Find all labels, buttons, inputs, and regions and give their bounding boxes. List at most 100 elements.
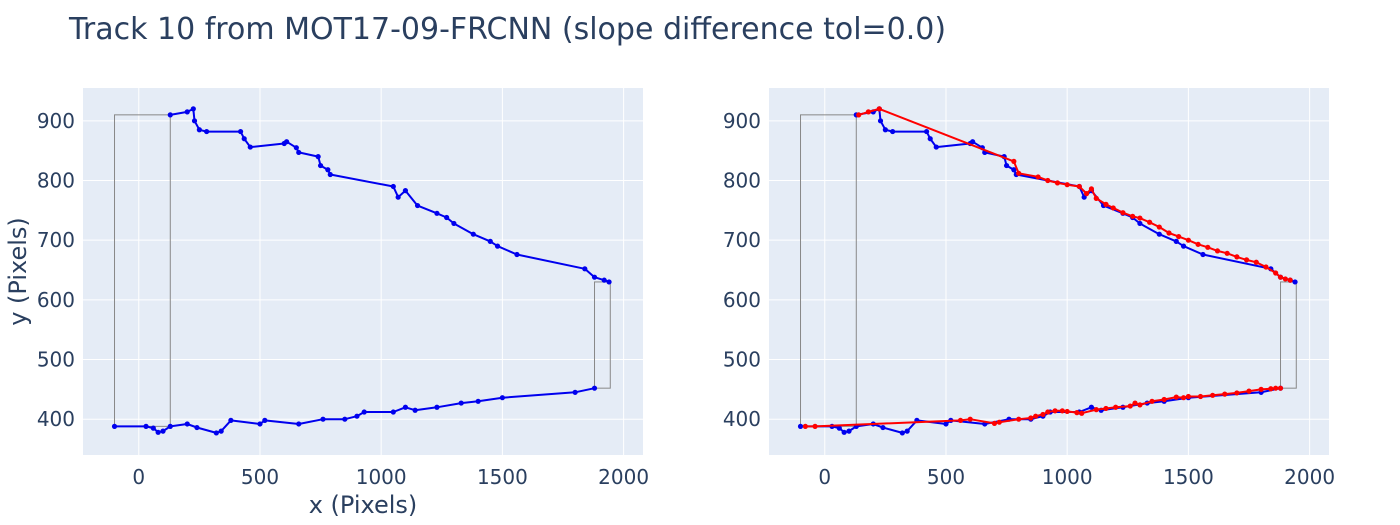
data-point-track: [247, 144, 253, 150]
data-point-track: [213, 430, 219, 436]
data-point-track: [204, 128, 210, 135]
data-point-track: [591, 385, 598, 391]
data-point-track: [402, 404, 409, 410]
x-tick-label: 1000: [1042, 465, 1093, 489]
data-point-correction: [1103, 405, 1109, 412]
data-point-track: [296, 421, 302, 427]
data-point-track: [836, 425, 842, 431]
data-point-track: [487, 238, 493, 244]
data-point-track: [284, 139, 290, 145]
y-tick-label: 800: [37, 168, 75, 192]
data-point-track: [111, 423, 118, 429]
data-point-track: [606, 279, 612, 285]
data-point-correction: [1234, 254, 1240, 260]
x-tick-label: 500: [927, 465, 965, 489]
data-point-correction: [1277, 385, 1284, 391]
data-point-track: [882, 127, 888, 133]
data-point-correction: [1246, 388, 1252, 394]
data-point-correction: [1016, 170, 1022, 176]
data-point-track: [494, 243, 501, 249]
data-point-correction: [865, 109, 871, 115]
data-point-track: [970, 139, 976, 145]
x-axis-title: x (Pixels): [309, 491, 418, 519]
data-point-correction: [1045, 409, 1051, 415]
data-point-track: [572, 389, 578, 395]
data-point-track: [150, 425, 156, 431]
data-point-track: [190, 106, 196, 112]
data-point-track: [582, 266, 588, 272]
data-point-track: [514, 251, 520, 258]
data-point-correction: [1035, 174, 1041, 180]
data-point-track: [402, 188, 409, 194]
x-tick-label: 2000: [1284, 465, 1335, 489]
data-point-track: [899, 430, 905, 436]
data-point-correction: [1197, 393, 1204, 400]
data-point-correction: [996, 419, 1002, 425]
data-point-correction: [1180, 395, 1187, 401]
data-point-track: [434, 210, 440, 216]
data-point-correction: [1161, 396, 1167, 403]
data-point-correction: [812, 423, 818, 429]
data-point-correction: [1083, 191, 1090, 197]
data-point-track: [320, 416, 326, 422]
data-point-correction: [1258, 386, 1264, 392]
data-point-track: [395, 194, 401, 200]
data-point-track: [390, 183, 396, 190]
y-tick-label: 600: [723, 288, 761, 312]
data-point-correction: [1113, 404, 1119, 410]
data-point-correction: [876, 106, 882, 112]
data-point-correction: [991, 420, 998, 426]
data-point-correction: [1273, 270, 1279, 276]
data-point-correction: [1064, 182, 1070, 188]
data-point-track: [923, 128, 930, 135]
data-point-correction: [1033, 413, 1039, 419]
data-point-correction: [1040, 411, 1046, 418]
data-point-track: [434, 404, 440, 410]
plot-area: [769, 88, 1329, 455]
data-point-track: [943, 421, 949, 427]
data-point-correction: [1195, 241, 1201, 247]
data-point-track: [933, 144, 939, 150]
x-tick-label: 0: [132, 465, 145, 489]
data-point-correction: [1120, 210, 1126, 216]
data-point-track: [1200, 251, 1206, 258]
data-point-correction: [1064, 408, 1070, 415]
data-point-track: [184, 421, 190, 427]
data-point-track: [184, 109, 190, 115]
data-point-track: [1003, 162, 1010, 169]
y-tick-label: 500: [723, 348, 761, 372]
y-axis-title: y (Pixels): [4, 217, 32, 326]
data-point-correction: [1045, 177, 1051, 184]
data-point-track: [591, 274, 598, 280]
data-point-track: [499, 395, 505, 401]
x-tick-label: 500: [241, 465, 279, 489]
data-point-correction: [1149, 398, 1155, 404]
y-tick-label: 900: [37, 109, 75, 133]
data-point-track: [361, 409, 367, 415]
data-point-correction: [1054, 180, 1061, 186]
data-point-track: [1088, 404, 1095, 410]
data-point-track: [412, 407, 418, 413]
data-point-correction: [1137, 215, 1143, 221]
y-tick-label: 500: [37, 348, 75, 372]
data-point-track: [354, 413, 360, 419]
data-point-correction: [1287, 277, 1293, 283]
data-point-track: [327, 171, 333, 178]
data-point-correction: [1156, 224, 1162, 230]
data-point-track: [880, 424, 886, 431]
x-tick-label: 1500: [1163, 465, 1214, 489]
x-tick-label: 2000: [598, 465, 649, 489]
data-point-track: [342, 416, 348, 422]
y-tick-label: 700: [37, 228, 75, 252]
y-tick-label: 700: [723, 228, 761, 252]
y-tick-label: 400: [723, 407, 761, 431]
plot-area: [83, 88, 643, 455]
data-point-correction: [1137, 402, 1143, 408]
data-point-track: [877, 118, 884, 124]
data-point-track: [390, 409, 396, 415]
data-point-track: [890, 128, 896, 135]
data-point-track: [470, 231, 476, 237]
data-point-correction: [1074, 410, 1080, 416]
data-point-track: [196, 127, 202, 133]
